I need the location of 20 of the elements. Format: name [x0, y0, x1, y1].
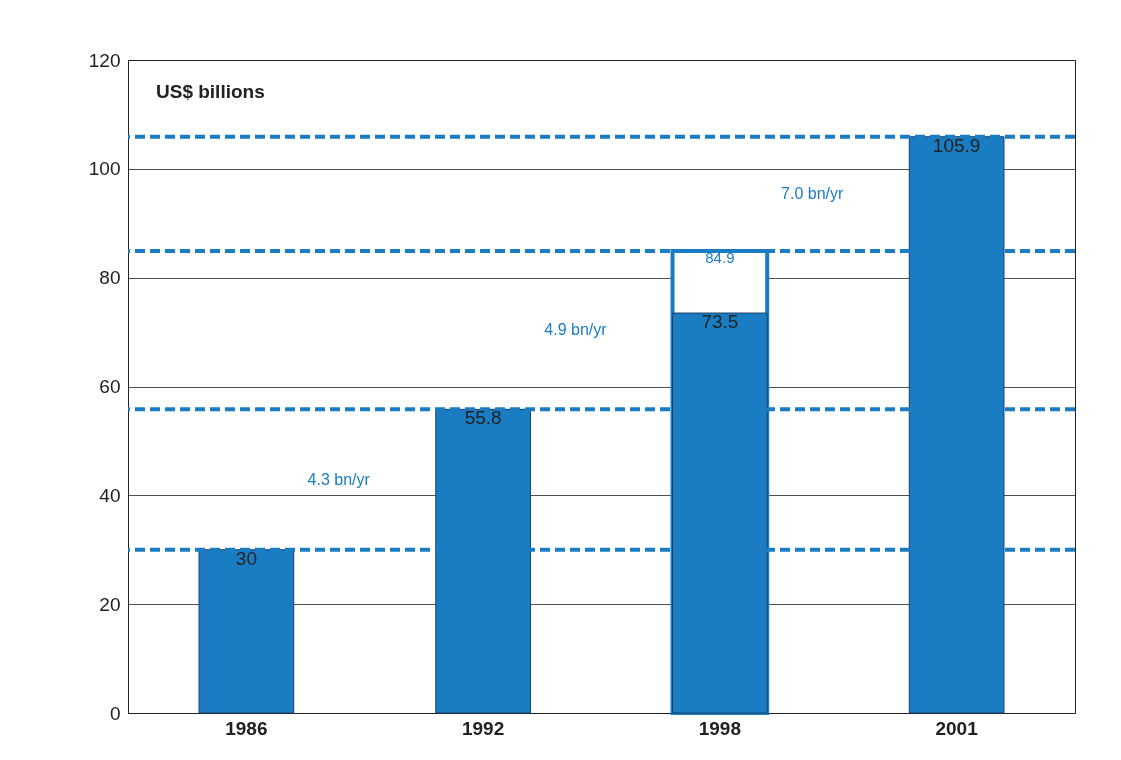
y-tick-label: 40 — [99, 484, 121, 506]
annotation: 4.3 bn/yr — [307, 470, 371, 488]
x-tick-label: 1986 — [225, 717, 268, 739]
x-tick-label: 1992 — [461, 717, 505, 739]
data-label: 30 — [235, 547, 257, 569]
y-tick-label: 60 — [99, 376, 121, 397]
x-tick-label: 1998 — [698, 717, 742, 739]
data-label: 55.8 — [464, 407, 502, 429]
y-tick-label: 0 — [109, 702, 121, 724]
annotation: 4.9 bn/yr — [544, 321, 608, 339]
y-tick-label: 20 — [99, 593, 121, 615]
annotation: 7.0 bn/yr — [781, 184, 845, 202]
x-tick-label: 2001 — [935, 717, 979, 739]
y-tick-label: 100 — [88, 158, 121, 180]
data-label: 105.9 — [932, 134, 981, 156]
data-label: 73.5 — [701, 311, 739, 333]
y-tick-label: 120 — [88, 49, 121, 71]
y-axis-title: US$ billions — [156, 81, 265, 102]
y-tick-label: 80 — [99, 267, 121, 289]
data-label: 84.9 — [705, 249, 735, 266]
